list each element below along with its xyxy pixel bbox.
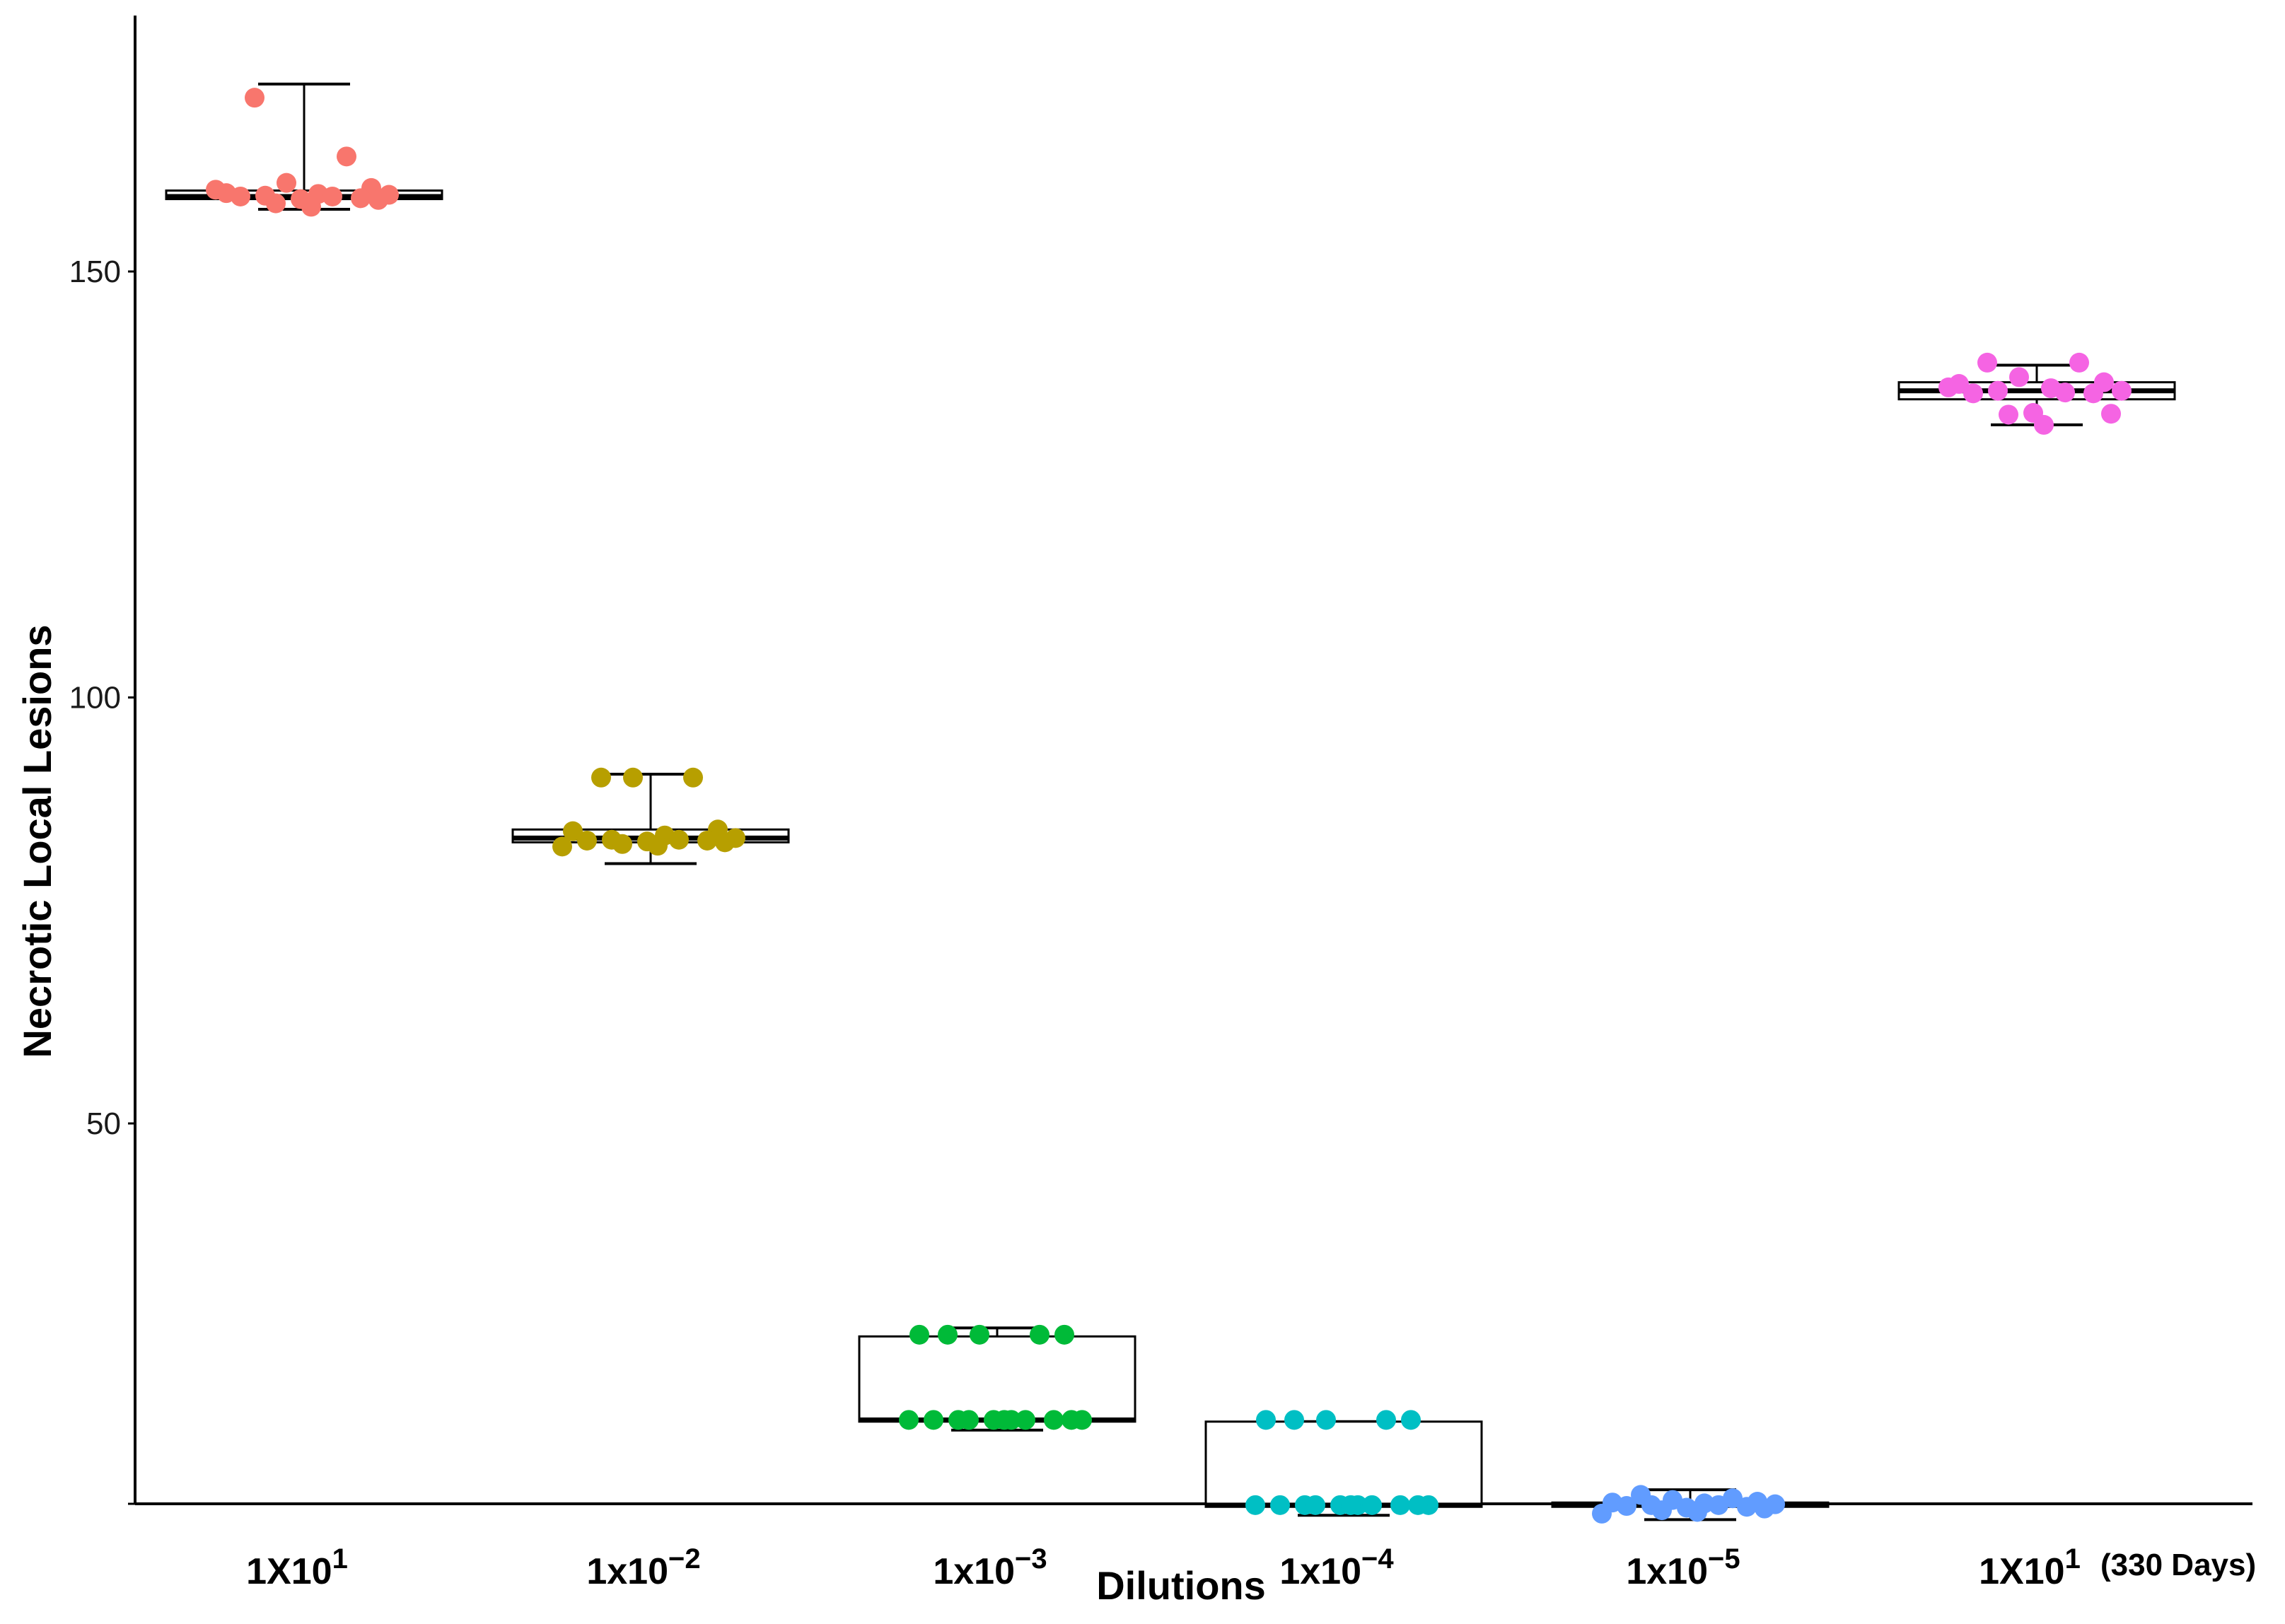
data-point: [1016, 1410, 1035, 1430]
data-point: [1963, 383, 1983, 404]
category-label: 1X101: [1979, 1543, 2081, 1592]
data-point: [1256, 1410, 1276, 1430]
data-point: [1592, 1503, 1612, 1524]
category-label: 1x10−5: [1626, 1543, 1740, 1592]
category-label: 1X101: [246, 1543, 348, 1592]
category-label: 1x10−3: [933, 1543, 1047, 1592]
y-tick-label: 50: [86, 1106, 121, 1141]
data-point: [1030, 1324, 1050, 1345]
data-point: [2069, 352, 2089, 373]
data-point: [1390, 1495, 1410, 1515]
data-point: [322, 186, 342, 206]
data-point: [1687, 1502, 1707, 1522]
data-point: [1341, 1495, 1361, 1515]
category-note: (330 Days): [2100, 1548, 2256, 1582]
box-iqr: [858, 1335, 1136, 1423]
data-point: [1062, 1410, 1081, 1430]
data-point: [1709, 1495, 1728, 1515]
data-point: [1408, 1495, 1428, 1515]
data-point: [1044, 1410, 1064, 1430]
data-point: [959, 1410, 979, 1430]
data-point: [2101, 404, 2121, 424]
data-point: [1376, 1410, 1396, 1430]
data-point: [1306, 1495, 1325, 1515]
data-point: [552, 836, 572, 857]
data-point: [1652, 1500, 1672, 1521]
data-point: [2034, 414, 2054, 435]
data-point: [1284, 1410, 1304, 1430]
axes: 50 100 150: [69, 16, 2252, 1505]
y-tick-label: 100: [69, 681, 121, 715]
data-point: [1270, 1495, 1290, 1515]
data-point: [683, 767, 703, 788]
data-point: [697, 830, 717, 851]
data-point: [1054, 1324, 1074, 1345]
data-point: [206, 180, 226, 200]
data-points: [206, 88, 2132, 1524]
data-point: [1245, 1495, 1265, 1515]
data-point: [994, 1410, 1014, 1430]
data-point: [2055, 382, 2075, 403]
data-point: [563, 821, 583, 841]
data-point: [715, 832, 735, 853]
y-tick-label: 150: [69, 255, 121, 289]
data-point: [1737, 1497, 1757, 1517]
y-axis-title: Necrotic Local Lesions: [15, 624, 59, 1058]
data-point: [368, 189, 388, 210]
data-point: [591, 767, 611, 788]
data-point: [277, 173, 296, 193]
data-point: [2112, 380, 2132, 401]
data-point: [1401, 1410, 1421, 1430]
data-point: [1755, 1498, 1774, 1519]
data-point: [2083, 383, 2103, 404]
data-point: [938, 1324, 958, 1345]
data-point: [612, 834, 632, 854]
boxes: [165, 82, 2176, 1521]
data-point: [623, 767, 643, 788]
data-point: [1988, 380, 2008, 401]
data-point: [909, 1324, 929, 1345]
data-point: [1316, 1410, 1336, 1430]
data-point: [337, 146, 356, 167]
data-point: [1362, 1495, 1382, 1515]
category-label: 1x10−4: [1279, 1543, 1394, 1592]
data-point: [669, 829, 689, 850]
data-point: [1977, 352, 1997, 373]
data-point: [351, 188, 371, 209]
data-point: [2009, 367, 2029, 387]
data-point: [1999, 404, 2018, 425]
data-point: [231, 186, 250, 206]
data-point: [266, 193, 286, 214]
data-point: [648, 836, 668, 856]
box-iqr: [1204, 1420, 1483, 1508]
data-point: [1938, 377, 1958, 397]
data-point: [301, 197, 321, 217]
data-point: [245, 88, 264, 108]
labels: 1X101 1x10−2 1x10−3 1x10−4 1x10−5 1X101 (330 D…: [15, 624, 2256, 1608]
x-axis-title: Dilutions: [1096, 1563, 1266, 1608]
category-label: 1x10−2: [586, 1543, 700, 1592]
data-point: [924, 1410, 943, 1430]
data-point: [899, 1410, 919, 1430]
data-point: [1617, 1496, 1636, 1517]
data-point: [577, 830, 597, 851]
data-point: [970, 1324, 989, 1345]
